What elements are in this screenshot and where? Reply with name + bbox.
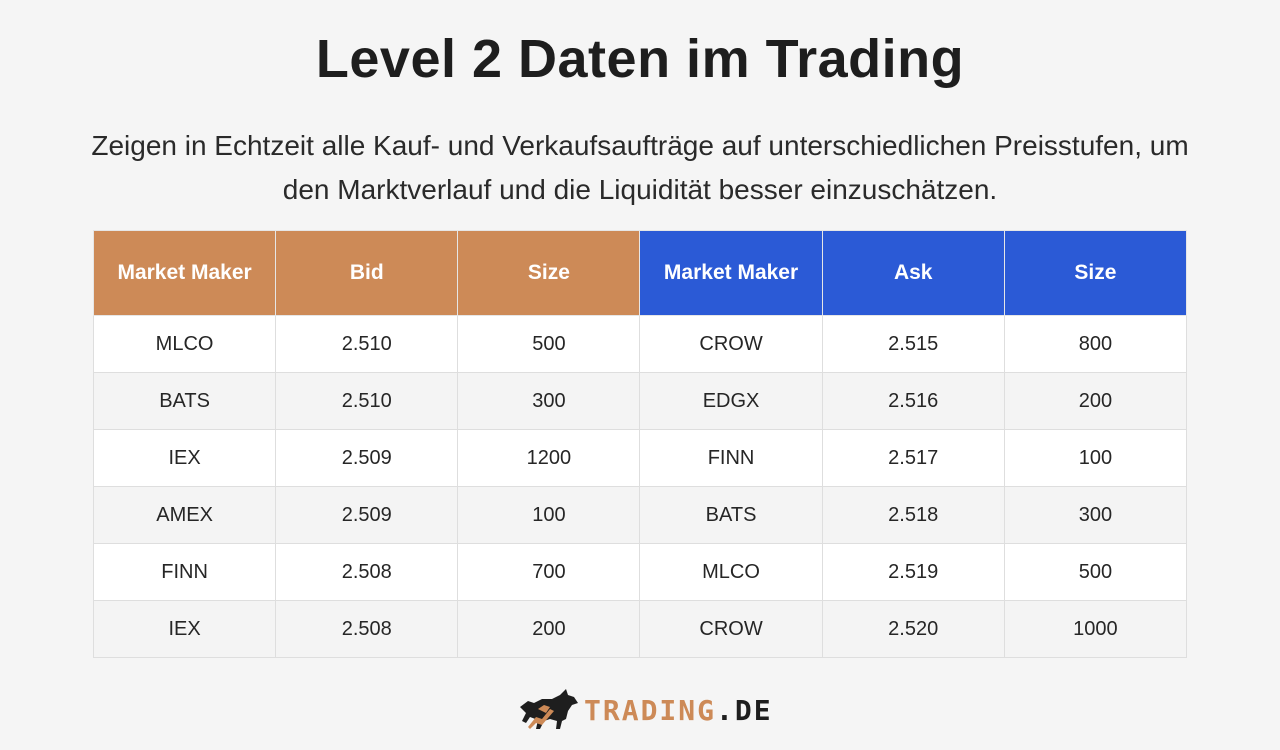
bid-price-cell: 2.510 <box>275 372 459 430</box>
ask-size-cell: 100 <box>1003 429 1188 487</box>
header-bid-market-maker: Market Maker <box>92 230 277 316</box>
table-row: IEX 2.509 1200 FINN 2.517 100 <box>92 429 1188 487</box>
ask-market-maker-cell: CROW <box>639 600 823 658</box>
page-subtitle: Zeigen in Echtzeit alle Kauf- und Verkau… <box>91 130 1189 205</box>
ask-size-cell: 200 <box>1003 372 1188 430</box>
bid-price-cell: 2.509 <box>275 429 459 487</box>
bid-market-maker-cell: BATS <box>92 372 277 430</box>
bid-price-cell: 2.510 <box>275 315 459 373</box>
table-row: BATS 2.510 300 EDGX 2.516 200 <box>92 372 1188 430</box>
header-bid: Bid <box>275 230 459 316</box>
logo-wordmark: TRADING.DE <box>584 694 773 727</box>
ask-size-cell: 300 <box>1003 486 1188 544</box>
page-title: Level 2 Daten im Trading <box>315 29 965 89</box>
bid-size-cell: 300 <box>457 372 641 430</box>
bid-market-maker-cell: IEX <box>92 600 277 658</box>
ask-price-cell: 2.515 <box>821 315 1005 373</box>
ask-price-cell: 2.517 <box>821 429 1005 487</box>
bid-size-cell: 100 <box>457 486 641 544</box>
table-header-row: Market Maker Bid Size Market Maker Ask S… <box>92 230 1188 316</box>
bid-market-maker-cell: AMEX <box>92 486 277 544</box>
ask-price-cell: 2.516 <box>821 372 1005 430</box>
header-ask: Ask <box>821 230 1005 316</box>
bid-market-maker-cell: FINN <box>92 543 277 601</box>
logo-brand-text: TRADING <box>584 693 717 727</box>
bid-size-cell: 500 <box>457 315 641 373</box>
ask-market-maker-cell: FINN <box>639 429 823 487</box>
bid-size-cell: 700 <box>457 543 641 601</box>
table-row: IEX 2.508 200 CROW 2.520 1000 <box>92 600 1188 658</box>
bid-size-cell: 200 <box>457 600 641 658</box>
bid-price-cell: 2.509 <box>275 486 459 544</box>
ask-price-cell: 2.520 <box>821 600 1005 658</box>
ask-market-maker-cell: BATS <box>639 486 823 544</box>
header-bid-size: Size <box>457 230 641 316</box>
ask-size-cell: 500 <box>1003 543 1188 601</box>
ask-market-maker-cell: MLCO <box>639 543 823 601</box>
table-row: FINN 2.508 700 MLCO 2.519 500 <box>92 543 1188 601</box>
bid-market-maker-cell: MLCO <box>92 315 277 373</box>
ask-price-cell: 2.518 <box>821 486 1005 544</box>
trading-de-logo: TRADING.DE <box>516 686 773 734</box>
table-row: MLCO 2.510 500 CROW 2.515 800 <box>92 315 1188 373</box>
bull-icon <box>516 687 580 733</box>
header-ask-size: Size <box>1003 230 1188 316</box>
ask-market-maker-cell: EDGX <box>639 372 823 430</box>
logo-tld-text: .DE <box>716 693 773 727</box>
table-row: AMEX 2.509 100 BATS 2.518 300 <box>92 486 1188 544</box>
bid-price-cell: 2.508 <box>275 600 459 658</box>
ask-size-cell: 1000 <box>1003 600 1188 658</box>
bid-market-maker-cell: IEX <box>92 429 277 487</box>
ask-size-cell: 800 <box>1003 315 1188 373</box>
level2-order-book-table: Market Maker Bid Size Market Maker Ask S… <box>92 230 1188 658</box>
ask-price-cell: 2.519 <box>821 543 1005 601</box>
ask-market-maker-cell: CROW <box>639 315 823 373</box>
bid-size-cell: 1200 <box>457 429 641 487</box>
header-ask-market-maker: Market Maker <box>639 230 823 316</box>
bid-price-cell: 2.508 <box>275 543 459 601</box>
